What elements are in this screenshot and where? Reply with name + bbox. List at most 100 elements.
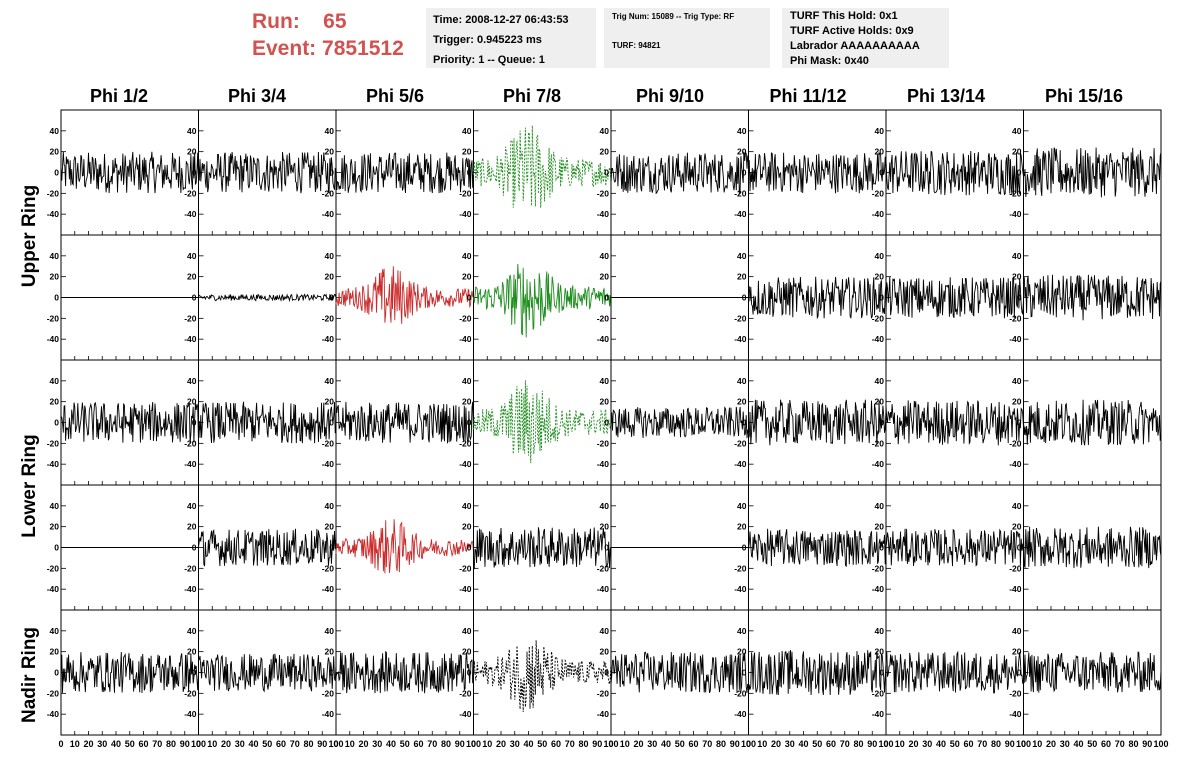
- y-tick-label: 40: [600, 376, 610, 386]
- panel-frame: [1023, 359, 1162, 486]
- panel-frame: [473, 109, 612, 236]
- y-tick-label: -20: [459, 563, 472, 573]
- y-tick-label: -20: [184, 188, 197, 198]
- y-tick-label: 20: [1012, 147, 1022, 157]
- y-tick-label: 0: [329, 293, 334, 303]
- waveform-trace: [1023, 399, 1162, 446]
- y-tick-label: 0: [742, 293, 747, 303]
- waveform-panel: -40 -20 0 20 40: [322, 484, 474, 611]
- waveform-trace: [60, 151, 199, 194]
- x-tick-label: 0: [608, 739, 613, 749]
- y-tick-label: 40: [737, 376, 747, 386]
- y-tick-label: 20: [875, 647, 885, 657]
- y-tick-label: 20: [1012, 522, 1022, 532]
- y-tick-label: 40: [187, 251, 197, 261]
- y-tick-label: -40: [734, 709, 747, 719]
- y-tick-label: -20: [872, 563, 885, 573]
- x-tick-label: 90: [1142, 739, 1152, 749]
- phi-label: Phi 13/14: [906, 86, 986, 106]
- waveform-panel: -40 -20 0 20 40: [1009, 234, 1162, 361]
- x-tick-label: 80: [303, 739, 313, 749]
- x-tick-label: 90: [180, 739, 190, 749]
- waveform-panel: -40 -20 0 20 40: [597, 609, 749, 736]
- y-tick-label: 40: [737, 126, 747, 136]
- y-tick-label: 0: [329, 543, 334, 553]
- x-tick-label: 20: [83, 739, 93, 749]
- x-tick-label: 20: [908, 739, 918, 749]
- y-tick-label: -40: [184, 334, 197, 344]
- y-tick-label: -40: [459, 209, 472, 219]
- waveform-panel: -40 -20 0 20 40: [1009, 484, 1162, 611]
- y-tick-label: 20: [325, 397, 335, 407]
- x-tick-label: 20: [771, 739, 781, 749]
- x-tick-label: 70: [427, 739, 437, 749]
- y-tick-label: 20: [187, 272, 197, 282]
- y-tick-label: -20: [322, 438, 335, 448]
- y-tick-label: -40: [872, 709, 885, 719]
- waveform-trace: [198, 151, 337, 195]
- y-tick-label: -40: [872, 209, 885, 219]
- y-tick-label: 20: [737, 522, 747, 532]
- y-tick-label: 20: [462, 522, 472, 532]
- x-tick-label: 20: [221, 739, 231, 749]
- x-tick-label: 30: [372, 739, 382, 749]
- x-tick-label: 40: [386, 739, 396, 749]
- y-tick-label: -20: [1009, 563, 1022, 573]
- x-tick-label: 100: [603, 739, 618, 749]
- run-value: 65: [323, 10, 347, 33]
- y-tick-label: 20: [600, 397, 610, 407]
- y-tick-label: 40: [187, 376, 197, 386]
- waveform-panel: -40 -20 0 20 40: [459, 359, 612, 486]
- waveform-trace: [885, 275, 1024, 319]
- y-tick-label: -20: [872, 688, 885, 698]
- x-tick-label: 10: [620, 739, 630, 749]
- waveform-panel: -40 -20 0 20 40: [47, 234, 199, 361]
- x-tick-label: 40: [661, 739, 671, 749]
- waveform-panel: -40 -20 0 20 40: [322, 609, 474, 736]
- waveform-trace: [748, 276, 887, 320]
- x-tick-label: 50: [262, 739, 272, 749]
- y-tick-label: 0: [192, 168, 197, 178]
- trigger-line: Trigger: 0.945223 ms: [433, 34, 542, 46]
- run-label: Run:: [252, 10, 300, 33]
- y-tick-label: -20: [1009, 688, 1022, 698]
- waveform-panel: -40 -20 0 20 40: [322, 359, 474, 486]
- waveform-panel: -40 -20 0 20 40: [872, 609, 1024, 736]
- waveform-trace: [748, 528, 887, 568]
- priority-line: Priority: 1 -- Queue: 1: [433, 54, 545, 66]
- waveform-panel: -40 -20 0 20 40: [597, 484, 749, 611]
- y-tick-label: -40: [322, 459, 335, 469]
- phi-label: Phi 5/6: [365, 86, 425, 106]
- waveform-panel: -40 -20 0 20 40: [184, 609, 337, 736]
- y-tick-label: 20: [462, 147, 472, 157]
- y-tick-label: 20: [600, 647, 610, 657]
- y-tick-label: 20: [187, 397, 197, 407]
- x-tick-label: 90: [867, 739, 877, 749]
- y-tick-label: 20: [875, 522, 885, 532]
- waveform-panel: -40 -20 0 20 40: [47, 484, 199, 611]
- y-tick-label: 0: [192, 543, 197, 553]
- x-tick-label: 0: [471, 739, 476, 749]
- y-tick-label: 40: [325, 626, 335, 636]
- y-tick-label: 20: [50, 147, 60, 157]
- x-tick-label: 20: [633, 739, 643, 749]
- x-tick-label: 30: [785, 739, 795, 749]
- waveform-panel: -40 -20 0 20 40: [459, 484, 612, 611]
- run-event-block: Run: 65 Event: 7851512: [252, 8, 404, 62]
- y-tick-label: 20: [325, 147, 335, 157]
- phi-label: Phi 11/12: [769, 86, 847, 106]
- x-tick-label: 0: [883, 739, 888, 749]
- waveform-trace: [335, 650, 474, 694]
- x-tick-label: 80: [166, 739, 176, 749]
- y-tick-label: 40: [187, 501, 197, 511]
- y-tick-label: 20: [50, 272, 60, 282]
- waveform-panel: -40 -20 0 20 40: [734, 359, 887, 486]
- x-tick-label: 70: [290, 739, 300, 749]
- y-tick-label: -20: [872, 438, 885, 448]
- y-tick-label: 0: [54, 418, 59, 428]
- y-tick-label: 0: [1017, 168, 1022, 178]
- y-tick-label: -40: [47, 459, 60, 469]
- y-tick-label: 20: [875, 272, 885, 282]
- y-tick-label: 0: [742, 543, 747, 553]
